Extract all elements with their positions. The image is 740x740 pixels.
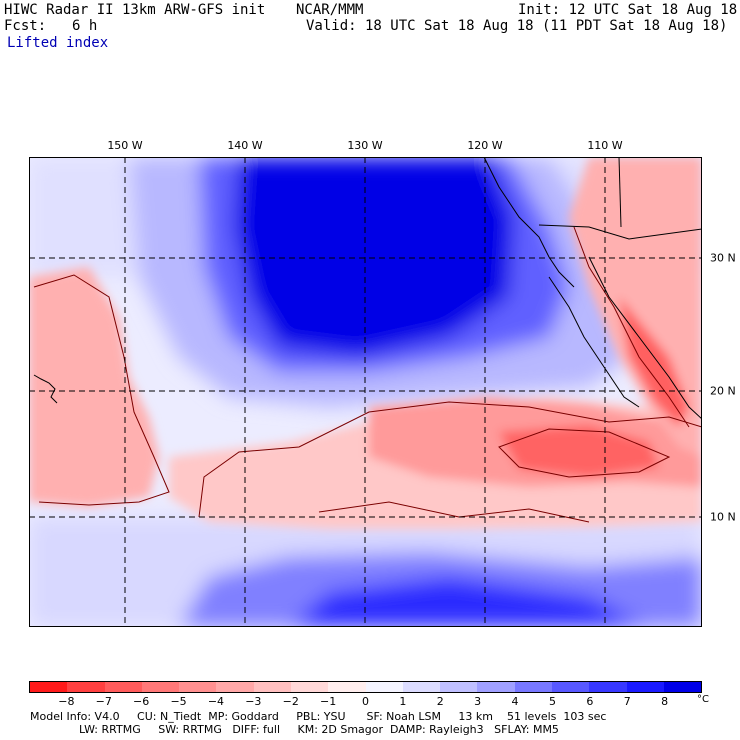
colorbar-tick-label: −8 [58,695,75,708]
lon-label-110w: 110 W [587,139,623,152]
colorbar-tick-label: −1 [320,695,337,708]
colorbar-tick-label: 8 [661,695,669,708]
colorbar-swatch [402,682,441,692]
border-us-mexico [538,224,702,240]
colorbar-swatch [253,682,291,692]
itcz-core [499,425,659,477]
coastline-mexico [588,256,702,420]
lat-label-30n: 30 N [710,251,736,265]
model-info-line1: Model Info: V4.0 CU: N_Tiedt MP: Goddard… [30,710,607,723]
mexico-coast-core [619,297,689,427]
lon-label-120w: 120 W [467,139,503,152]
forecast-hour: 6 h [72,18,98,34]
map-frame [29,157,702,627]
lifted-index-map[interactable] [29,157,702,627]
lon-label-140w: 140 W [227,139,263,152]
lon-label-130w: 130 W [347,139,383,152]
field-name: Lifted index [7,35,109,51]
colorbar-swatch [104,682,142,692]
lat-label-20n: 20 N [710,384,736,398]
contour-coast [573,226,690,428]
colorbar-tick-label: −2 [282,695,299,708]
colorbar-tick-label: 4 [511,695,519,708]
contour-hawaii [33,274,170,506]
init-time: Init: 12 UTC Sat 18 Aug 18 [518,2,738,18]
lon-label-150w: 150 W [107,139,143,152]
colorbar-tick-label: −7 [95,695,112,708]
border-state [618,157,622,228]
organization-label: NCAR/MMM [296,2,364,18]
coastline-baja [548,276,640,408]
colorbar [29,681,702,693]
forecast-label: Fcst: [4,18,47,34]
colorbar-swatch [290,682,329,692]
colorbar-tick-label: 2 [436,695,444,708]
stable-region-core [234,157,514,357]
colorbar-swatch [551,682,590,692]
colorbar-tick-label: 3 [474,695,482,708]
colorbar-tick-label: −3 [245,695,262,708]
colorbar-swatch [141,682,180,692]
colorbar-swatch [477,682,515,692]
map-title: HIWC Radar II 13km ARW-GFS init [4,2,266,18]
model-info-line2: LW: RRTMG SW: RRTMG DIFF: full KM: 2D Sm… [30,723,559,736]
south-band-core [289,577,649,627]
colorbar-swatch [179,682,217,692]
colorbar-swatch [216,682,254,692]
colorbar-swatch [514,682,552,692]
colorbar-swatch [626,682,664,692]
colorbar-swatch [30,682,68,692]
colorbar-swatch [440,682,478,692]
colorbar-swatch [663,682,702,692]
colorbar-unit: °C [697,694,709,705]
colorbar-tick-label: 0 [362,695,369,708]
colorbar-swatch [589,682,627,692]
colorbar-tick-label: 7 [623,695,631,708]
colorbar-tick-label: 6 [586,695,594,708]
contour-itcz [198,401,702,518]
hawaii-unstable-region [29,267,159,507]
colorbar-tick-label: 1 [399,695,407,708]
contour-itcz-inner [498,428,671,478]
valid-time: Valid: 18 UTC Sat 18 Aug 18 (11 PDT Sat … [306,18,728,34]
colorbar-tick-label: −4 [207,695,225,708]
colorbar-tick-label: −5 [170,695,187,708]
colorbar-swatch [67,682,105,692]
lat-label-10n: 10 N [710,510,736,524]
colorbar-tick-label: 5 [548,695,556,708]
colorbar-swatch [365,682,403,692]
colorbar-tick-label: −6 [133,695,150,708]
hawaii-islands [33,374,58,404]
colorbar-swatch [328,682,366,692]
coastline-california [483,157,575,288]
